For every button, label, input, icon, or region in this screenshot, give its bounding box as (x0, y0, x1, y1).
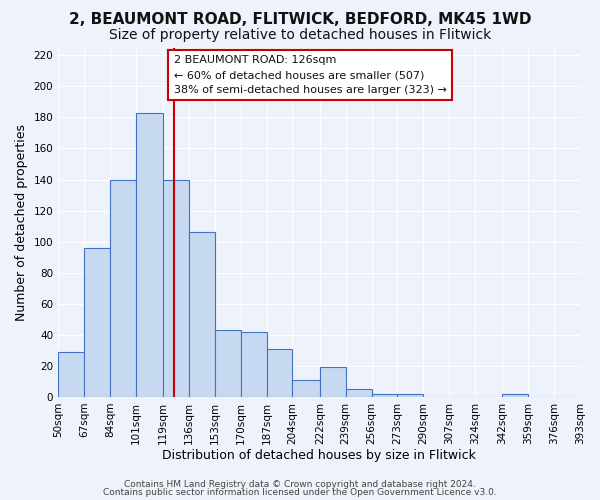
Bar (346, 389, 371, 397)
Text: Contains public sector information licensed under the Open Government Licence v3: Contains public sector information licen… (103, 488, 497, 497)
Text: 2, BEAUMONT ROAD, FLITWICK, BEDFORD, MK45 1WD: 2, BEAUMONT ROAD, FLITWICK, BEDFORD, MK4… (69, 12, 531, 28)
Bar (163, 180, 189, 397)
Bar (371, 394, 397, 397)
Bar (320, 368, 346, 397)
X-axis label: Distribution of detached houses by size in Flitwick: Distribution of detached houses by size … (162, 450, 476, 462)
Bar (136, 112, 163, 397)
Bar (215, 330, 241, 397)
Bar (110, 180, 136, 397)
Bar (58, 352, 84, 397)
Y-axis label: Number of detached properties: Number of detached properties (15, 124, 28, 320)
Text: 2 BEAUMONT ROAD: 126sqm
← 60% of detached houses are smaller (507)
38% of semi-d: 2 BEAUMONT ROAD: 126sqm ← 60% of detache… (174, 56, 446, 95)
Bar (189, 232, 215, 397)
Bar (292, 380, 320, 397)
Bar (397, 394, 423, 397)
Text: Contains HM Land Registry data © Crown copyright and database right 2024.: Contains HM Land Registry data © Crown c… (124, 480, 476, 489)
Text: Size of property relative to detached houses in Flitwick: Size of property relative to detached ho… (109, 28, 491, 42)
Bar (502, 394, 528, 397)
Bar (241, 332, 266, 397)
Bar (84, 248, 110, 397)
Bar (266, 349, 292, 397)
